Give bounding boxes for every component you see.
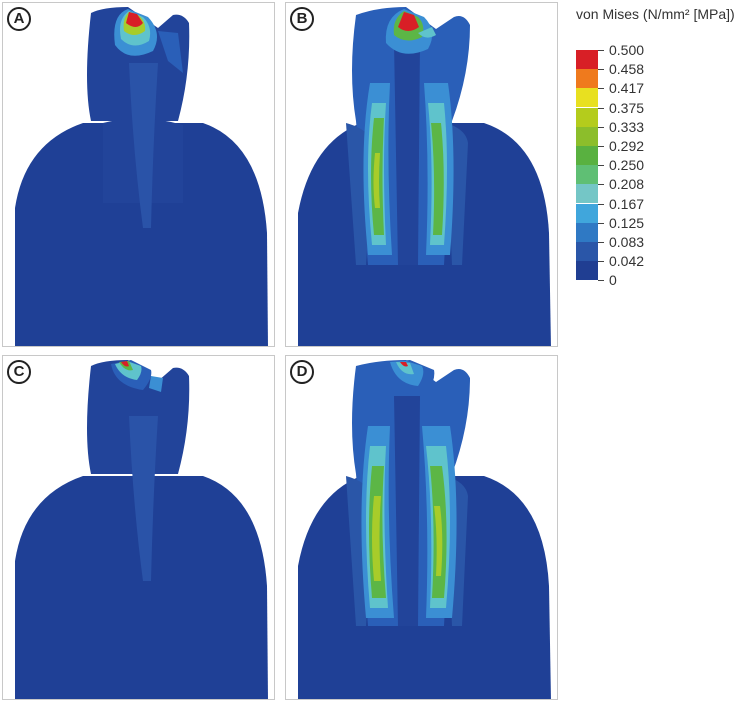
legend-swatch [576, 88, 598, 108]
legend-tick [598, 107, 604, 109]
panel-d: D [285, 355, 558, 700]
legend-swatch [576, 203, 598, 223]
legend-swatch [576, 69, 598, 89]
legend-swatch [576, 50, 598, 69]
panel-label-a: A [7, 7, 31, 31]
legend-swatch [576, 222, 598, 242]
legend-swatch [576, 126, 598, 146]
legend-label: 0.417 [609, 80, 645, 97]
fea-model-c [15, 360, 268, 699]
legend-title: von Mises (N/mm² [MPa]) [576, 6, 735, 22]
fea-model-b [298, 7, 551, 346]
legend-swatch [576, 107, 598, 127]
legend-label: 0.292 [609, 138, 645, 154]
legend-tick [598, 126, 604, 128]
legend-label: 0.458 [609, 61, 645, 78]
legend-tick [598, 50, 604, 51]
legend-tick [598, 146, 604, 147]
fea-model-a [15, 7, 268, 346]
legend-label: 0.167 [609, 195, 645, 212]
legend-tick [598, 69, 604, 71]
panel-label-b: B [290, 7, 314, 31]
legend-swatch [576, 146, 598, 165]
legend-tick [598, 165, 604, 167]
legend-label: 0 [609, 272, 617, 289]
legend-swatch [576, 261, 598, 281]
legend-tick [598, 261, 604, 263]
legend-tick [598, 242, 604, 243]
legend-label: 0.042 [609, 253, 645, 270]
panel-label-c: C [7, 360, 31, 384]
legend-tick [598, 203, 604, 205]
legend-label: 0.208 [609, 176, 645, 193]
legend-tick [598, 222, 604, 224]
legend-swatch [576, 165, 598, 185]
legend-label: 0.333 [609, 118, 645, 135]
legend-tick [598, 88, 604, 90]
panel-a: A [2, 2, 275, 347]
legend-swatch [576, 184, 598, 204]
legend-swatch [576, 242, 598, 261]
legend-tick [598, 280, 604, 282]
legend-label: 0.250 [609, 157, 645, 174]
legend-label: 0.375 [609, 99, 645, 116]
legend-tick [598, 184, 604, 186]
legend-label: 0.083 [609, 234, 645, 250]
fea-model-d [298, 360, 551, 699]
legend-label: 0.500 [609, 42, 645, 58]
panel-c: C [2, 355, 275, 700]
panel-label-d: D [290, 360, 314, 384]
legend-label: 0.125 [609, 214, 645, 231]
panel-b: B [285, 2, 558, 347]
